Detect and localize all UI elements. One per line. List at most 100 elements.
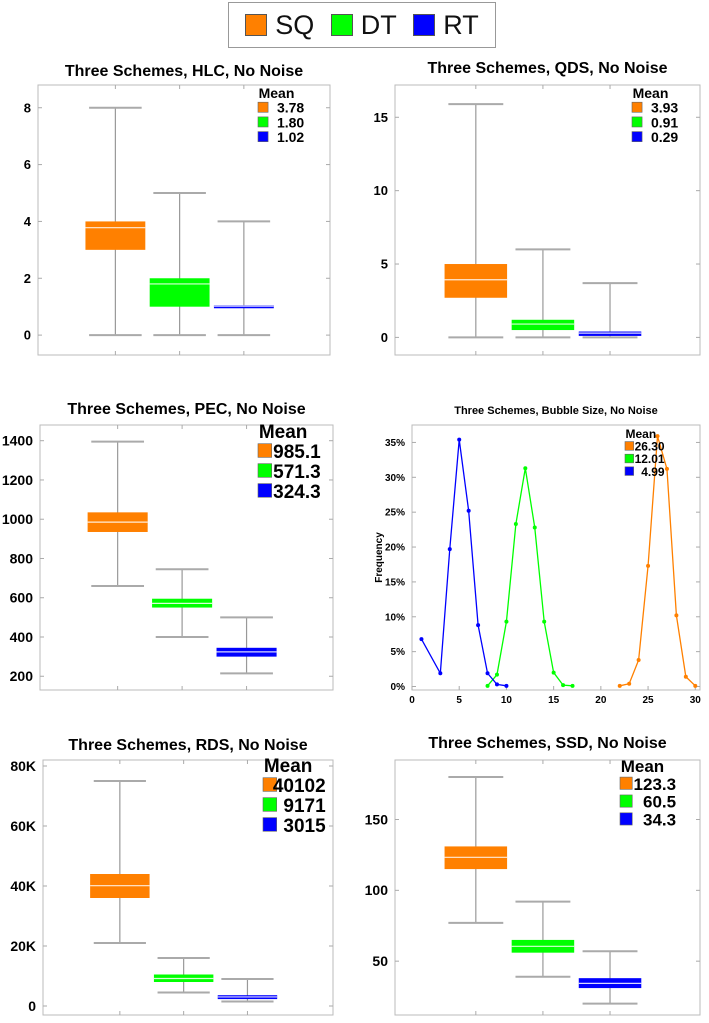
legend-mean-value: 571.3	[273, 462, 321, 483]
y-tick-label: 40K	[10, 878, 36, 894]
y-tick-label: 2	[24, 271, 31, 286]
data-point-dt	[570, 683, 575, 688]
series-line-rt	[420, 439, 507, 687]
legend-mean-value: 60.5	[643, 793, 676, 812]
legend-swatch-dt	[257, 116, 269, 128]
y-tick-label: 1000	[2, 511, 33, 527]
y-tick-label: 0%	[391, 682, 406, 693]
legend-swatch-sq	[262, 777, 277, 792]
data-point-sq	[693, 683, 698, 688]
y-tick-label: 10	[374, 183, 388, 198]
y-tick-label: 80K	[10, 758, 36, 774]
legend-title: Mean	[633, 85, 669, 101]
box-dt	[511, 319, 575, 331]
y-tick-label: 8	[24, 100, 31, 115]
data-point-rt	[419, 637, 424, 642]
legend-swatch-dt	[624, 453, 634, 464]
legend-mean-value: 3.93	[651, 100, 678, 116]
data-point-rt	[476, 623, 481, 628]
data-point-dt	[494, 672, 499, 677]
y-tick-label: 1400	[2, 433, 33, 449]
x-tick-label: 15	[548, 695, 560, 706]
y-tick-label: 15	[374, 110, 388, 125]
y-tick-label: 6	[24, 157, 31, 172]
plot-frame	[37, 84, 331, 356]
data-point-dt	[551, 670, 556, 675]
legend-swatch-dt	[619, 794, 633, 808]
legend-mean-value: 985.1	[273, 442, 321, 463]
legend-mean-value: 34.3	[643, 811, 676, 830]
legend-mean-value: 9171	[283, 796, 326, 817]
legend-swatch-sq	[619, 776, 633, 790]
plot-frame	[394, 759, 701, 1016]
top-legend: SQ DT RT	[228, 2, 496, 48]
y-tick-label: 150	[365, 811, 389, 827]
legend-swatch-sq	[257, 443, 272, 458]
data-point-dt	[561, 683, 566, 688]
rt-swatch-icon	[413, 14, 436, 36]
legend-mean-value: 3015	[283, 816, 326, 837]
y-tick-label: 200	[10, 668, 34, 684]
plot-frame	[411, 424, 701, 691]
chart-title: Three Schemes, QDS, No Noise	[427, 60, 667, 77]
y-tick-label: 10%	[385, 612, 405, 623]
x-tick-label: 10	[501, 695, 513, 706]
legend-swatch-rt	[262, 817, 277, 832]
x-tick-label: 20	[595, 695, 607, 706]
legend-mean-value: 12.01	[635, 452, 665, 466]
sq-swatch-icon	[245, 14, 268, 36]
x-tick-label: 0	[409, 695, 415, 706]
legend-swatch-rt	[257, 131, 269, 142]
box-sq	[444, 264, 508, 298]
data-point-rt	[438, 671, 443, 676]
legend-swatch-rt	[619, 812, 633, 826]
y-tick-label: 5	[381, 257, 388, 272]
y-tick-label: 1200	[2, 472, 33, 488]
data-point-dt	[513, 522, 518, 527]
y-tick-label: 0	[24, 328, 31, 343]
data-point-sq	[636, 658, 641, 663]
box-sq	[85, 221, 146, 250]
chart-title: Three Schemes, SSD, No Noise	[428, 735, 666, 752]
y-tick-label: 400	[10, 629, 34, 645]
legend-mean-value: 123.3	[634, 775, 677, 794]
chart-title: Three Schemes, PEC, No Noise	[67, 401, 305, 418]
data-point-dt	[504, 619, 509, 624]
y-tick-label: 5%	[391, 647, 406, 658]
legend-mean-value: 0.29	[651, 129, 678, 145]
legend-title: Mean	[621, 757, 664, 776]
legend-swatch-rt	[257, 483, 272, 498]
y-tick-label: 25%	[385, 508, 405, 519]
legend-mean-value: 1.02	[277, 129, 304, 145]
legend-swatch-sq	[631, 101, 643, 113]
y-tick-label: 800	[10, 550, 34, 566]
legend-item-dt: DT	[330, 9, 397, 41]
legend-mean-value: 3.78	[277, 100, 304, 116]
data-point-rt	[494, 682, 499, 687]
y-tick-label: 0	[381, 330, 388, 345]
data-point-sq	[646, 563, 651, 568]
box-rt	[213, 305, 274, 309]
series-line-dt	[487, 468, 573, 687]
chart-title: Three Schemes, RDS, No Noise	[68, 737, 307, 754]
y-tick-label: 50	[372, 953, 388, 969]
y-tick-label: 30%	[385, 473, 405, 484]
legend-label: DT	[360, 9, 397, 40]
y-tick-label: 35%	[385, 438, 405, 449]
y-tick-label: 15%	[385, 577, 405, 588]
chart-title: Three Schemes, Bubble Size, No Noise	[454, 405, 658, 417]
y-tick-label: 20%	[385, 543, 405, 554]
data-point-rt	[485, 671, 490, 676]
data-point-dt	[542, 619, 547, 624]
legend-swatch-dt	[262, 797, 277, 812]
box-dt	[149, 278, 210, 307]
y-tick-label: 4	[24, 214, 32, 229]
data-point-dt	[485, 683, 490, 688]
data-point-sq	[683, 674, 688, 679]
data-point-sq	[617, 683, 622, 688]
legend-swatch-sq	[624, 441, 634, 451]
legend-label: SQ	[275, 9, 315, 40]
legend-label: RT	[443, 9, 479, 40]
legend-mean-value: 324.3	[273, 482, 321, 503]
legend-swatch-dt	[257, 463, 272, 478]
